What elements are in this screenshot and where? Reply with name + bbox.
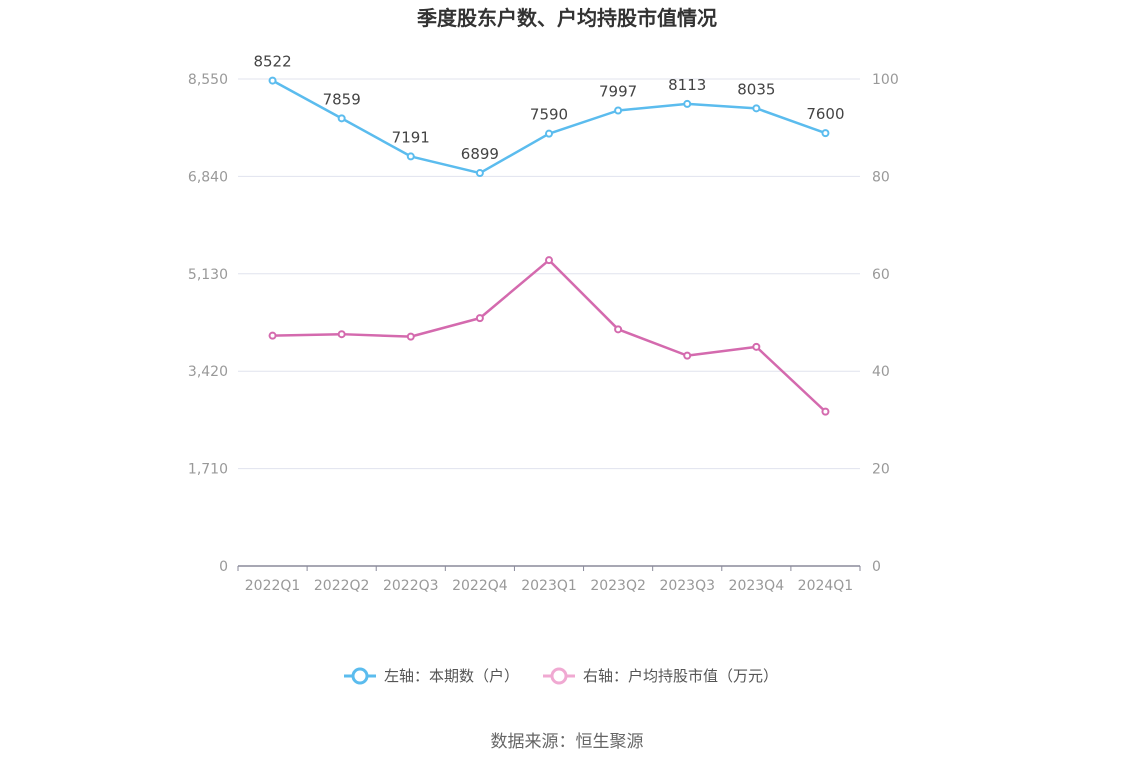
legend-label: 左轴：本期数（户） [384, 667, 519, 685]
x-axis-tick-label: 2022Q2 [314, 578, 370, 594]
x-axis-tick-label: 2022Q3 [383, 578, 439, 594]
x-axis-tick-label: 2023Q2 [590, 578, 646, 594]
right-axis-tick-label: 100 [872, 72, 899, 88]
data-label: 6899 [461, 145, 499, 163]
left-axis-tick-label: 0 [219, 559, 228, 575]
right-axis-tick-label: 40 [872, 364, 890, 380]
right-axis-ticks: 0 20 40 60 80 100 [872, 72, 899, 575]
data-label: 7600 [806, 105, 844, 123]
legend-item-1[interactable]: 左轴：本期数（户） [344, 667, 519, 685]
grid [237, 78, 861, 571]
data-point [683, 99, 692, 108]
data-point [614, 106, 623, 115]
left-axis-tick-label: 8,550 [188, 72, 228, 88]
data-label: 7191 [392, 128, 430, 146]
data-point [545, 129, 553, 138]
right-axis-tick-label: 20 [872, 462, 890, 478]
data-label: 7997 [599, 82, 637, 100]
data-label: 7859 [323, 90, 361, 108]
legend-circle-icon [351, 667, 369, 685]
data-point [337, 330, 346, 339]
x-axis-tick-label: 2023Q1 [521, 578, 577, 594]
right-axis-tick-label: 80 [872, 169, 890, 185]
legend[interactable]: 左轴：本期数（户） 右轴：户均持股市值（万元） [344, 667, 778, 685]
data-label: 8522 [253, 53, 291, 71]
series-line-2 [272, 258, 827, 413]
left-axis-tick-label: 3,420 [188, 364, 228, 380]
x-axis-tick-label: 2023Q4 [729, 578, 785, 594]
data-point [683, 351, 692, 360]
x-axis-tick-label: 2022Q1 [245, 578, 301, 594]
data-point [475, 314, 484, 323]
source-text: 数据来源：恒生聚源 [491, 732, 644, 752]
data-label: 8035 [737, 80, 775, 98]
right-axis-tick-label: 0 [872, 559, 881, 575]
x-axis-tick-label: 2022Q4 [452, 578, 508, 594]
chart-title: 季度股东户数、户均持股市值情况 [416, 6, 717, 30]
data-point [545, 256, 553, 265]
x-axis-tick-label: 2024Q1 [798, 578, 854, 594]
data-point [821, 129, 830, 138]
data-point [268, 331, 277, 340]
legend-label: 右轴：户均持股市值（万元） [583, 667, 778, 685]
data-point [268, 76, 277, 85]
left-axis-tick-label: 1,710 [188, 462, 228, 478]
data-point [752, 342, 761, 351]
left-axis-tick-label: 5,130 [188, 267, 228, 283]
data-point [337, 114, 346, 123]
left-axis-tick-label: 6,840 [188, 169, 228, 185]
series-layer: 8522 7859 7191 6899 7590 7997 8113 8035 7600 [253, 53, 845, 416]
data-label: 7590 [530, 106, 568, 124]
left-axis-ticks: 0 1,710 3,420 5,130 6,840 8,550 [188, 72, 228, 575]
data-label: 8113 [668, 76, 706, 94]
data-point [752, 104, 761, 113]
legend-circle-icon [550, 667, 568, 685]
right-axis-tick-label: 60 [872, 267, 890, 283]
data-point [406, 152, 415, 161]
data-point [406, 332, 415, 341]
data-point [475, 169, 484, 178]
x-axis-tick-label: 2023Q3 [659, 578, 715, 594]
x-axis-ticks: 2022Q1 2022Q2 2022Q3 2022Q4 2023Q1 2023Q2 2023… [245, 578, 853, 594]
data-point [821, 407, 830, 416]
legend-item-2[interactable]: 右轴：户均持股市值（万元） [543, 667, 778, 685]
data-point [614, 325, 623, 334]
